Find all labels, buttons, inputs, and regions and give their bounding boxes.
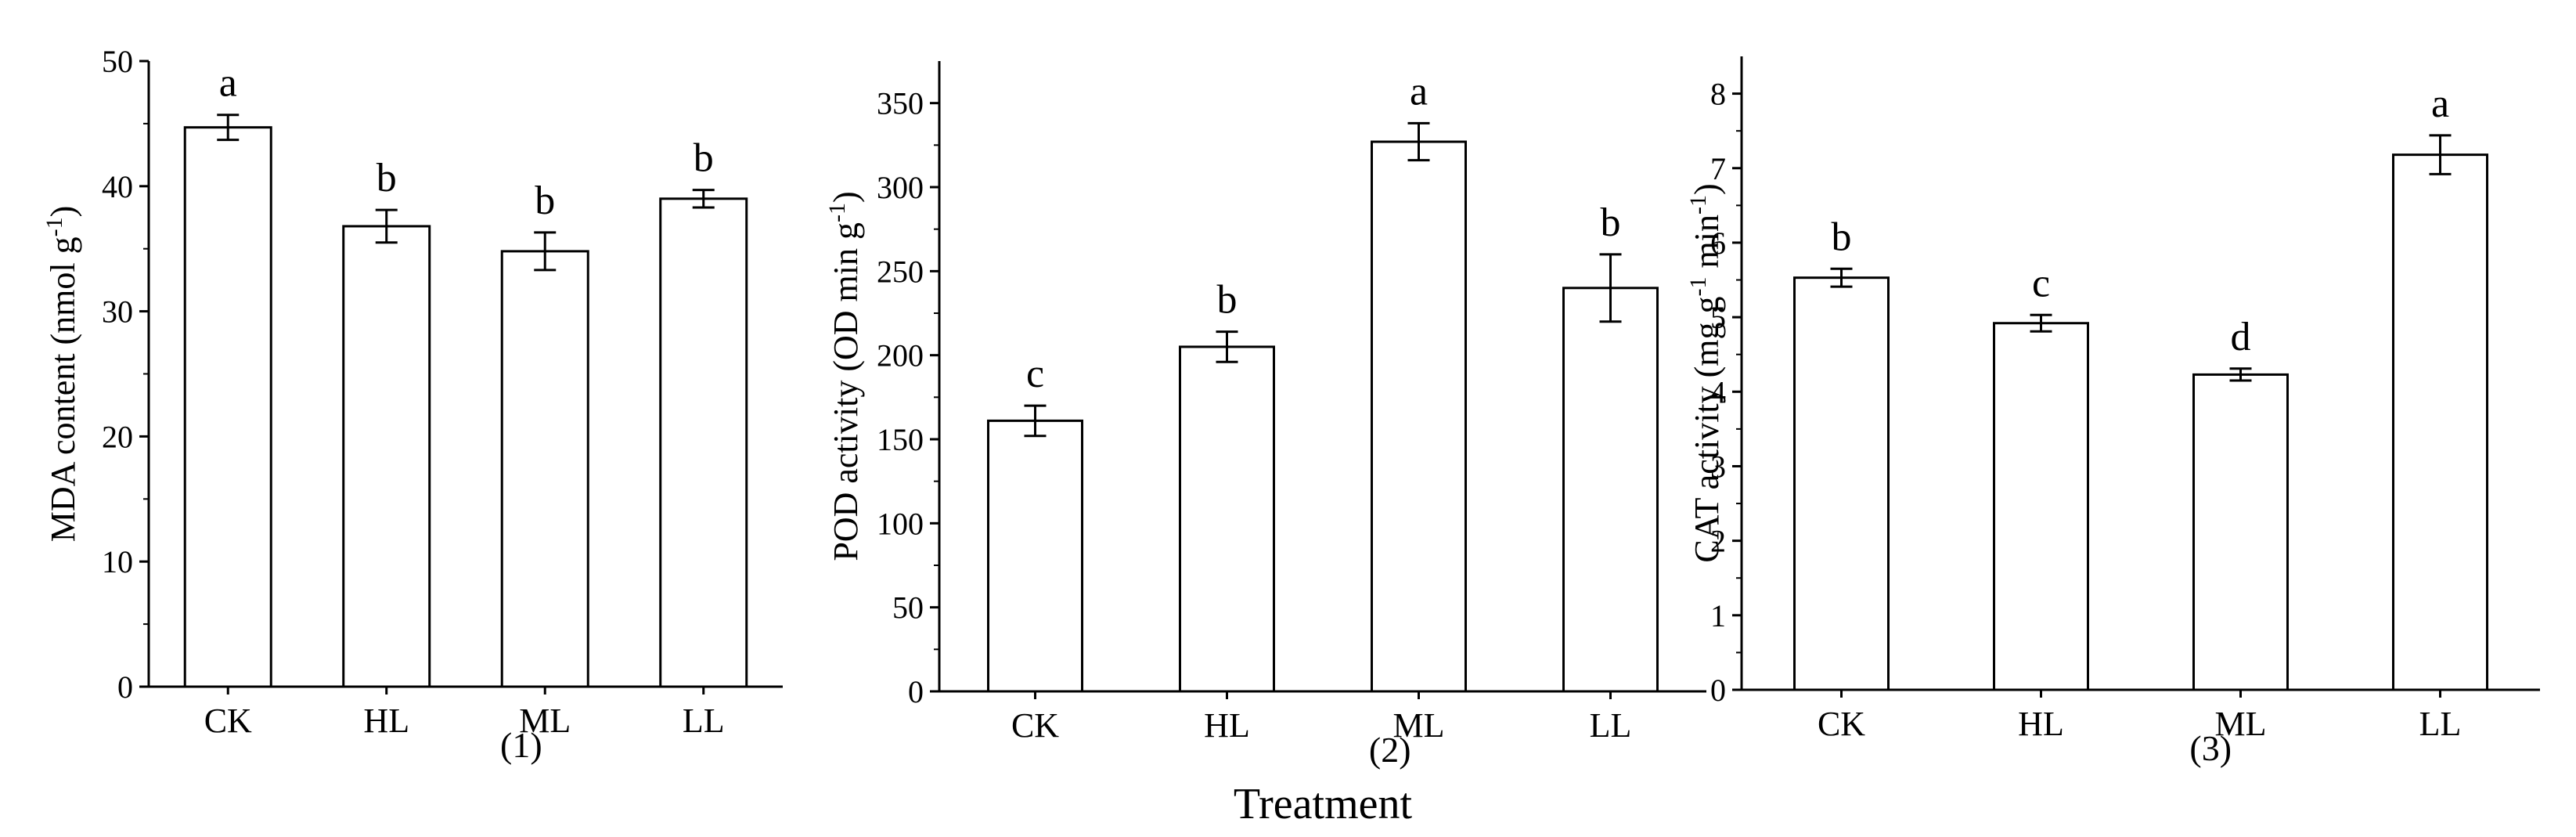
x-tick-label: CK	[204, 702, 252, 740]
bar	[1793, 276, 1890, 691]
y-tick-label: 200	[877, 338, 924, 373]
bar	[659, 197, 748, 688]
significance-letter: b	[1832, 215, 1852, 259]
x-tick-label: LL	[683, 702, 725, 740]
y-tick-label: 8	[1710, 77, 1726, 112]
bar	[500, 250, 589, 688]
y-tick-label: 0	[117, 669, 133, 705]
y-tick-label: 1	[1710, 598, 1726, 633]
panel-label: (3)	[2189, 728, 2232, 768]
x-tick-label: ML	[2215, 705, 2267, 743]
y-tick-label: 30	[102, 294, 133, 330]
significance-letter: b	[694, 136, 714, 181]
significance-letter: c	[2032, 261, 2050, 305]
panel-3: 0 1 2 3 4 5 6 7 8 b CK c HL d ML a LL (3) CAT activity (mg…	[1685, 56, 2540, 768]
y-tick-label: 150	[877, 422, 924, 457]
x-tick-label: LL	[2419, 705, 2462, 743]
y-tick-label: 350	[877, 86, 924, 121]
y-tick-label: 300	[877, 170, 924, 205]
bar	[1371, 140, 1467, 693]
bar	[1562, 287, 1659, 693]
significance-letter: c	[1026, 352, 1044, 396]
y-tick-label: 50	[892, 590, 924, 626]
y-tick-label: 100	[877, 506, 924, 541]
panel-label: (1)	[500, 725, 542, 765]
y-tick-label: 3	[1710, 449, 1726, 484]
x-tick-label: ML	[519, 702, 571, 740]
significance-letter: a	[219, 61, 237, 106]
y-axis-title-superscript: -1	[824, 203, 850, 222]
y-axis-title-superscript: -1	[41, 217, 67, 236]
x-tick-label: CK	[1011, 706, 1059, 745]
significance-letter: d	[2231, 315, 2251, 359]
x-tick-label: CK	[1818, 705, 1865, 743]
significance-letter: b	[376, 156, 397, 200]
significance-letter: a	[2431, 81, 2449, 126]
x-tick-label: ML	[1393, 706, 1445, 745]
y-axis-title-superscript: -1	[1685, 276, 1711, 296]
y-tick-label: 40	[102, 169, 133, 204]
y-tick-label: 0	[1710, 673, 1726, 708]
x-tick-label: LL	[1590, 706, 1632, 745]
y-tick-label: 10	[102, 544, 133, 579]
y-axis-title-text: )	[44, 206, 82, 218]
y-axis-title-text: )	[827, 191, 865, 203]
y-tick-label: 7	[1710, 151, 1726, 186]
bar	[2192, 373, 2289, 691]
bar	[2392, 153, 2488, 691]
significance-letter: b	[1217, 278, 1238, 323]
y-axis-title-text: min	[1688, 215, 1726, 276]
y-axis-title-text: POD activity (OD min g	[827, 222, 865, 561]
x-axis-title: Treatment	[1234, 780, 1413, 828]
y-tick-label: 4	[1710, 374, 1726, 409]
y-axis-title: MDA content (nmol g-1)	[41, 206, 82, 543]
y-tick-label: 250	[877, 254, 924, 289]
y-tick-label: 6	[1710, 225, 1726, 261]
y-axis-title-text: CAT activity (mg g	[1688, 296, 1726, 562]
bar	[1993, 322, 2089, 691]
bar	[987, 419, 1083, 693]
y-axis-title-text: )	[1688, 183, 1726, 195]
y-tick-label: 5	[1710, 300, 1726, 335]
y-tick-label: 20	[102, 419, 133, 454]
panel-2: 0 50 100 150 200 250 300 350 c CK b HL a ML b LL (2) POD …	[824, 61, 1706, 770]
y-axis-title: POD activity (OD min g-1)	[824, 191, 865, 561]
bar	[342, 225, 431, 688]
significance-letter: b	[535, 179, 555, 223]
panel-1: 0 10 20 30 40 50 a CK b HL b ML b LL (1) MDA content (n…	[41, 44, 783, 765]
y-axis-title-text: MDA content (nmol g	[44, 236, 82, 542]
bar	[1179, 345, 1275, 693]
y-tick-label: 50	[102, 44, 133, 79]
x-tick-label: HL	[2018, 705, 2064, 743]
x-tick-label: HL	[363, 702, 409, 740]
panel-label: (2)	[1369, 730, 1411, 770]
y-tick-label: 2	[1710, 524, 1726, 559]
y-axis-title-superscript: -1	[1685, 195, 1711, 215]
significance-letter: b	[1601, 200, 1621, 245]
x-tick-label: HL	[1204, 706, 1250, 745]
bar	[183, 126, 272, 688]
y-tick-label: 0	[908, 674, 924, 709]
significance-letter: a	[1410, 69, 1428, 114]
y-axis-title: CAT activity (mg g-1 min-1)	[1685, 183, 1726, 562]
